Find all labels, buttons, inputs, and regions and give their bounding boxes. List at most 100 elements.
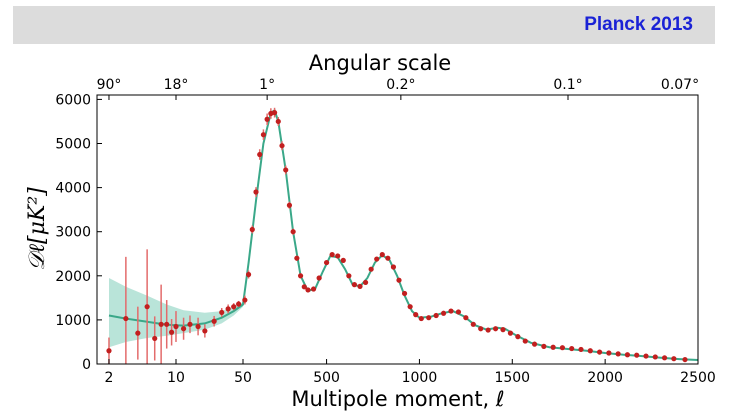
data-point xyxy=(310,286,317,292)
data-point xyxy=(323,259,330,266)
data-point xyxy=(492,326,499,332)
data-point xyxy=(260,132,267,138)
x-tick-label: 500 xyxy=(313,370,340,386)
data-point xyxy=(578,346,584,353)
data-point xyxy=(401,290,408,297)
data-point xyxy=(587,348,593,354)
data-point xyxy=(123,315,129,322)
data-point xyxy=(455,309,462,315)
data-point xyxy=(152,335,158,342)
top-tick-label: 0.1° xyxy=(553,77,582,93)
data-point xyxy=(245,271,252,278)
data-point xyxy=(264,116,270,122)
data-point xyxy=(478,326,484,332)
data-point xyxy=(279,143,285,149)
data-point xyxy=(433,312,439,319)
data-point xyxy=(606,350,612,356)
data-point xyxy=(316,275,322,281)
data-point xyxy=(329,252,335,258)
data-point xyxy=(463,315,469,321)
data-point xyxy=(249,226,255,233)
y-tick-label: 6000 xyxy=(55,92,91,108)
data-point xyxy=(187,321,193,327)
x-tick-label: 1000 xyxy=(402,370,438,386)
data-point xyxy=(340,257,346,263)
data-point xyxy=(164,321,170,327)
y-tick-label: 4000 xyxy=(55,181,91,197)
data-point xyxy=(682,356,688,363)
data-point xyxy=(173,323,179,330)
data-point xyxy=(351,282,358,288)
data-point xyxy=(507,330,514,336)
data-point xyxy=(615,351,621,357)
data-point xyxy=(290,229,296,235)
data-point xyxy=(550,344,556,350)
data-point xyxy=(211,318,217,324)
data-point xyxy=(569,345,575,352)
data-point xyxy=(643,353,649,359)
data-point xyxy=(236,301,242,307)
data-point xyxy=(286,202,293,208)
data-point xyxy=(374,256,380,262)
x-tick-label: 50 xyxy=(234,370,252,386)
data-point xyxy=(522,338,528,344)
ticks-layer: 2 10 50 500 1000 1500 2000 2500 0 1000 2000 3000 400… xyxy=(55,77,715,386)
x-tick-label: 1500 xyxy=(494,370,530,386)
data-point xyxy=(357,283,363,289)
data-point xyxy=(242,297,248,303)
data-point xyxy=(385,255,391,261)
data-point xyxy=(396,277,402,283)
data-point xyxy=(294,255,300,261)
data-point xyxy=(559,345,566,351)
data-point xyxy=(135,330,141,336)
data-point xyxy=(169,329,175,335)
data-point xyxy=(390,264,397,270)
data-point xyxy=(448,308,454,314)
data-point xyxy=(144,304,150,310)
top-axis-title: Angular scale xyxy=(309,51,451,75)
data-point xyxy=(335,253,341,259)
data-point xyxy=(283,167,289,173)
data-point xyxy=(541,343,547,349)
y-tick-label: 1000 xyxy=(55,313,91,329)
data-point xyxy=(407,304,413,310)
data-point xyxy=(253,189,259,195)
data-point xyxy=(231,304,237,310)
title-banner: Planck 2013 xyxy=(13,6,715,44)
data-point xyxy=(257,151,263,158)
data-point xyxy=(368,266,374,272)
data-point xyxy=(426,315,432,321)
x-tick-label: 10 xyxy=(167,370,185,386)
data-point xyxy=(440,310,447,316)
x-axis-label: Multipole moment, ℓ xyxy=(291,387,504,411)
data-point xyxy=(634,352,640,358)
data-point xyxy=(671,356,677,362)
data-point xyxy=(596,349,603,355)
top-tick-label: 0.07° xyxy=(661,77,699,93)
y-axis-label: 𝒟ℓ[μK²] xyxy=(25,187,50,271)
data-point xyxy=(158,321,164,327)
x-tick-label: 2000 xyxy=(587,370,623,386)
data-point xyxy=(485,327,491,333)
data-point xyxy=(413,312,419,318)
points-layer xyxy=(106,110,688,363)
top-tick-label: 1° xyxy=(259,77,275,93)
data-point xyxy=(225,306,231,312)
y-tick-label: 0 xyxy=(82,357,91,373)
data-point xyxy=(202,328,208,334)
data-point xyxy=(195,323,201,330)
data-point xyxy=(106,348,112,354)
plot-frame xyxy=(96,94,699,365)
top-tick-label: 0.2° xyxy=(386,77,415,93)
data-point xyxy=(418,315,424,322)
data-point xyxy=(661,355,668,361)
banner-title: Planck 2013 xyxy=(584,14,693,35)
y-tick-label: 3000 xyxy=(55,225,91,241)
x-tick-label: 2500 xyxy=(680,370,716,386)
data-point xyxy=(500,327,506,333)
data-point xyxy=(652,354,658,360)
data-point xyxy=(180,326,187,332)
data-point xyxy=(275,118,281,125)
top-tick-label: 90° xyxy=(97,77,122,93)
